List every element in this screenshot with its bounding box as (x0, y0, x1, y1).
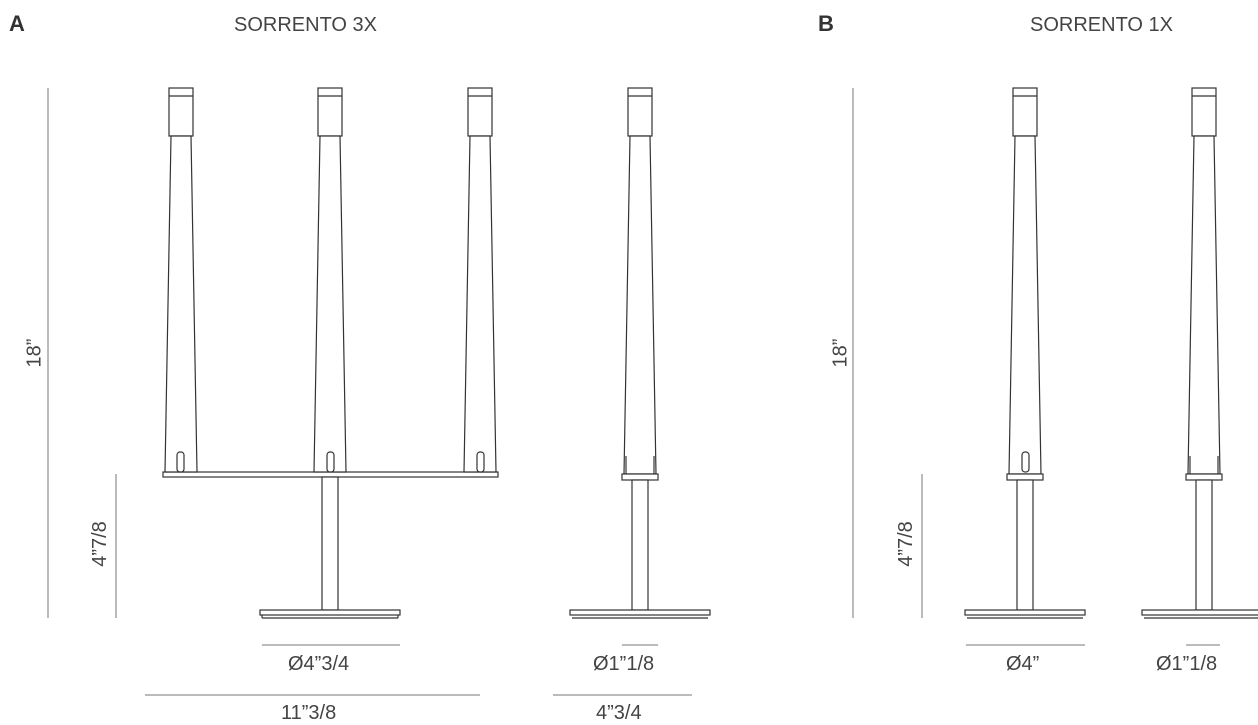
arm-center (313, 87, 347, 473)
lamp-3x-side-view (569, 87, 711, 619)
arm-right (463, 87, 497, 473)
lamp-1x-front-view (964, 87, 1086, 619)
base-diameter-a-label: Ø4”3/4 (288, 653, 350, 675)
height-total-a-label: 18” (23, 338, 46, 368)
section-a-title: SORRENTO 3X (234, 14, 377, 36)
tube-diameter-a-label: Ø1”1/8 (593, 653, 655, 675)
section-a-letter: A (9, 11, 25, 36)
width-total-a-label: 11”3/8 (281, 702, 337, 724)
tube-diameter-b-label: Ø1”1/8 (1156, 653, 1218, 675)
section-b-letter: B (818, 11, 834, 36)
height-total-b-label: 18” (829, 338, 852, 368)
height-base-a-label: 4”7/8 (88, 521, 111, 567)
side-width-a-label: 4”3/4 (596, 702, 642, 724)
lamp-1x-side-view (1141, 87, 1258, 619)
lamp-3x-front-view (162, 87, 499, 619)
arm-left (164, 87, 198, 473)
section-b-title: SORRENTO 1X (1030, 14, 1173, 36)
height-base-b-label: 4”7/8 (894, 521, 917, 567)
base-diameter-b-label: Ø4” (1006, 653, 1040, 675)
